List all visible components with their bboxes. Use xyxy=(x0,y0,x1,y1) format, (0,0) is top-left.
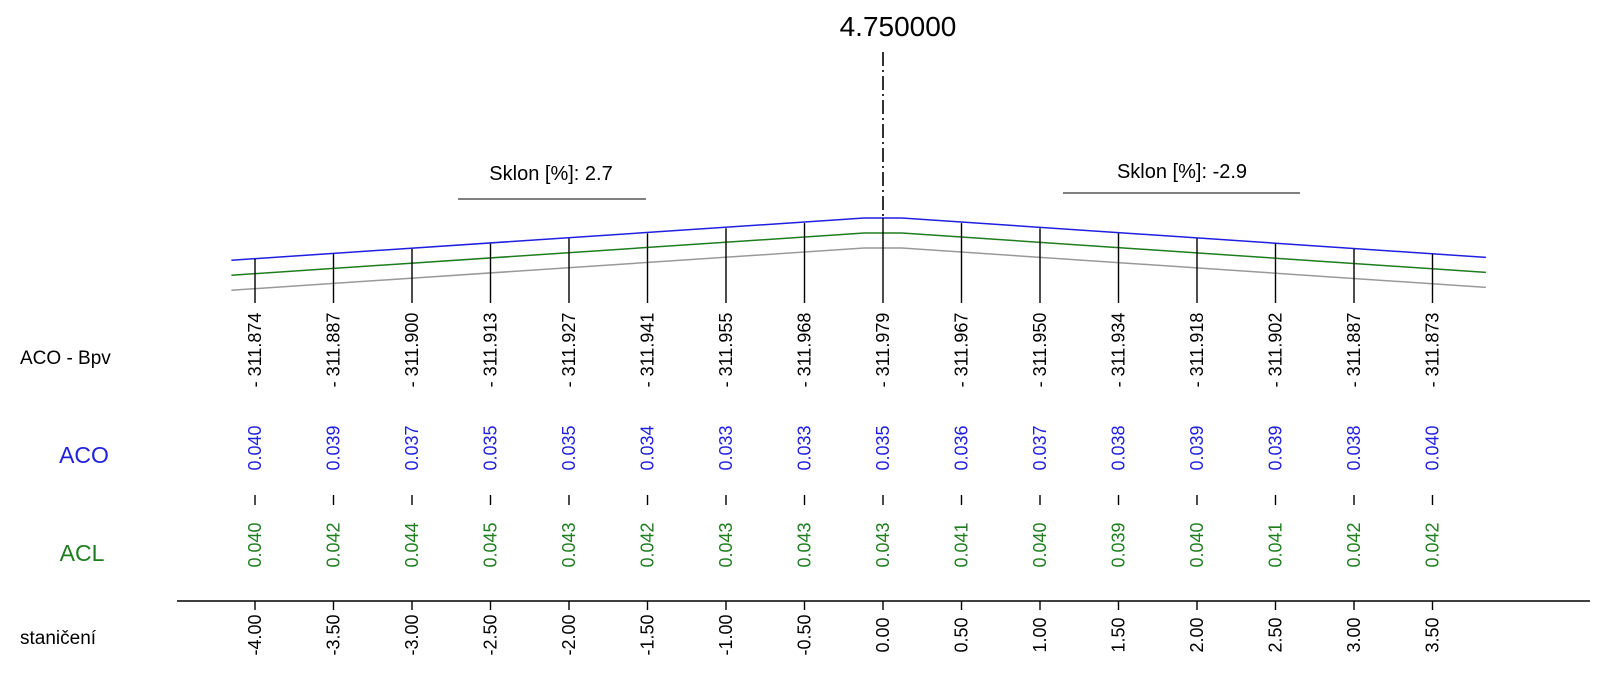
acl-thickness-label: 0.045 xyxy=(481,522,501,567)
station-label: 3.50 xyxy=(1423,617,1443,652)
aco-thickness-label: 0.039 xyxy=(324,425,344,470)
title-station: 4.750000 xyxy=(840,11,957,42)
station-label: 0.00 xyxy=(873,617,893,652)
aco-thickness-label: 0.039 xyxy=(1266,425,1286,470)
row-label-elevation: ACO - Bpv xyxy=(20,348,111,369)
acl-thickness-label: 0.042 xyxy=(1344,522,1364,567)
station-label: -1.00 xyxy=(716,614,736,655)
chart-marks: - 311.874 0.040 0.040 -4.00 - 311.887 0.039 0.… xyxy=(245,218,1443,656)
slope-left-label: Sklon [%]: 2.7 xyxy=(489,163,612,185)
station-label: 1.50 xyxy=(1109,617,1129,652)
acl-thickness-label: 0.044 xyxy=(402,522,422,567)
aco-thickness-label: 0.038 xyxy=(1344,425,1364,470)
row-label-aco: ACO xyxy=(59,442,109,468)
acl-thickness-label: 0.043 xyxy=(559,522,579,567)
acl-thickness-label: 0.040 xyxy=(1187,522,1207,567)
elevation-label: - 311.874 xyxy=(245,313,265,388)
acl-thickness-label: 0.041 xyxy=(952,522,972,567)
aco-thickness-label: 0.037 xyxy=(402,425,422,470)
station-label: -2.50 xyxy=(481,614,501,655)
elevation-label: - 311.873 xyxy=(1423,313,1443,388)
elevation-label: - 311.913 xyxy=(481,313,501,388)
aco-layer-line xyxy=(231,217,1486,261)
elevation-label: - 311.950 xyxy=(1030,313,1050,388)
acl-thickness-label: 0.043 xyxy=(716,522,736,567)
elevation-label: - 311.979 xyxy=(873,313,893,388)
aco-thickness-label: 0.034 xyxy=(638,425,658,470)
acl-thickness-label: 0.041 xyxy=(1266,522,1286,567)
acl-thickness-label: 0.043 xyxy=(795,522,815,567)
station-label: 2.00 xyxy=(1187,617,1207,652)
station-label: 0.50 xyxy=(952,617,972,652)
elevation-label: - 311.941 xyxy=(638,313,658,388)
elevation-label: - 311.934 xyxy=(1109,313,1129,388)
station-label: 3.00 xyxy=(1344,617,1364,652)
slope-right-label: Sklon [%]: -2.9 xyxy=(1117,161,1247,183)
station-label: -4.00 xyxy=(245,614,265,655)
elevation-label: - 311.900 xyxy=(402,313,422,388)
station-label: -0.50 xyxy=(795,614,815,655)
aco-thickness-label: 0.036 xyxy=(952,425,972,470)
elevation-label: - 311.955 xyxy=(716,313,736,388)
acl-thickness-label: 0.040 xyxy=(1030,522,1050,567)
elevation-label: - 311.927 xyxy=(559,313,579,388)
elevation-label: - 311.902 xyxy=(1266,313,1286,388)
acl-thickness-label: 0.042 xyxy=(1423,522,1443,567)
base-layer-line xyxy=(231,247,1486,291)
aco-thickness-label: 0.039 xyxy=(1187,425,1207,470)
acl-layer-line xyxy=(231,232,1486,276)
acl-thickness-label: 0.043 xyxy=(873,522,893,567)
elevation-label: - 311.967 xyxy=(952,313,972,388)
aco-thickness-label: 0.037 xyxy=(1030,425,1050,470)
acl-thickness-label: 0.042 xyxy=(638,522,658,567)
aco-thickness-label: 0.035 xyxy=(559,425,579,470)
aco-thickness-label: 0.035 xyxy=(481,425,501,470)
acl-thickness-label: 0.042 xyxy=(324,522,344,567)
aco-thickness-label: 0.040 xyxy=(1423,425,1443,470)
station-label: -3.50 xyxy=(324,614,344,655)
row-label-station: staničení xyxy=(20,628,97,649)
station-label: -2.00 xyxy=(559,614,579,655)
aco-thickness-label: 0.033 xyxy=(716,425,736,470)
station-label: 2.50 xyxy=(1266,617,1286,652)
acl-thickness-label: 0.040 xyxy=(245,522,265,567)
aco-thickness-label: 0.033 xyxy=(795,425,815,470)
aco-thickness-label: 0.038 xyxy=(1109,425,1129,470)
elevation-label: - 311.968 xyxy=(795,313,815,388)
elevation-label: - 311.887 xyxy=(324,313,344,388)
elevation-label: - 311.887 xyxy=(1344,313,1364,388)
elevation-label: - 311.918 xyxy=(1187,313,1207,388)
aco-thickness-label: 0.035 xyxy=(873,425,893,470)
station-label: 1.00 xyxy=(1030,617,1050,652)
station-label: -1.50 xyxy=(638,614,658,655)
station-label: -3.00 xyxy=(402,614,422,655)
acl-thickness-label: 0.039 xyxy=(1109,522,1129,567)
row-label-acl: ACL xyxy=(60,540,105,566)
aco-thickness-label: 0.040 xyxy=(245,425,265,470)
